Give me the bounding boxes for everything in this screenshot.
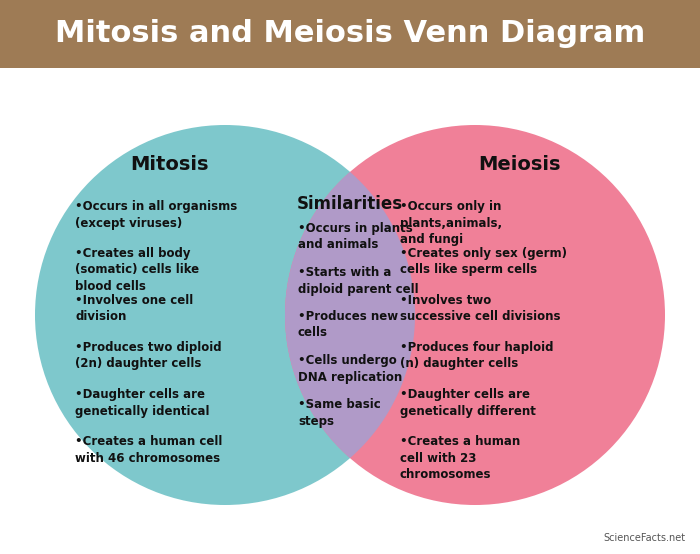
Text: •Involves two
successive cell divisions: •Involves two successive cell divisions	[400, 294, 561, 324]
Text: •Creates a human
cell with 23
chromosomes: •Creates a human cell with 23 chromosome…	[400, 435, 520, 481]
Text: Meiosis: Meiosis	[479, 155, 561, 174]
Text: •Produces four haploid
(n) daughter cells: •Produces four haploid (n) daughter cell…	[400, 341, 554, 371]
Text: •Produces new
cells: •Produces new cells	[298, 310, 398, 340]
Circle shape	[35, 125, 415, 505]
Text: •Daughter cells are
genetically identical: •Daughter cells are genetically identica…	[75, 388, 209, 418]
Text: ScienceFacts.net: ScienceFacts.net	[603, 533, 685, 543]
Text: •Involves one cell
division: •Involves one cell division	[75, 294, 193, 324]
Text: •Creates only sex (germ)
cells like sperm cells: •Creates only sex (germ) cells like sper…	[400, 247, 567, 276]
Text: •Cells undergo
DNA replication: •Cells undergo DNA replication	[298, 354, 402, 383]
Text: Mitosis: Mitosis	[131, 155, 209, 174]
Text: •Occurs in all organisms
(except viruses): •Occurs in all organisms (except viruses…	[75, 200, 237, 229]
Text: Mitosis and Meiosis Venn Diagram: Mitosis and Meiosis Venn Diagram	[55, 19, 645, 49]
Circle shape	[285, 125, 665, 505]
Text: Similarities: Similarities	[297, 195, 403, 213]
Text: •Occurs only in
plants,animals,
and fungi: •Occurs only in plants,animals, and fung…	[400, 200, 502, 246]
Text: •Creates all body
(somatic) cells like
blood cells: •Creates all body (somatic) cells like b…	[75, 247, 199, 293]
Text: •Same basic
steps: •Same basic steps	[298, 398, 381, 428]
Text: •Occurs in plants
and animals: •Occurs in plants and animals	[298, 222, 413, 252]
FancyBboxPatch shape	[0, 0, 700, 68]
Text: •Daughter cells are
genetically different: •Daughter cells are genetically differen…	[400, 388, 536, 418]
Text: •Creates a human cell
with 46 chromosomes: •Creates a human cell with 46 chromosome…	[75, 435, 223, 464]
Polygon shape	[285, 172, 415, 458]
Text: •Starts with a
diploid parent cell: •Starts with a diploid parent cell	[298, 266, 419, 295]
Text: •Produces two diploid
(2n) daughter cells: •Produces two diploid (2n) daughter cell…	[75, 341, 222, 371]
